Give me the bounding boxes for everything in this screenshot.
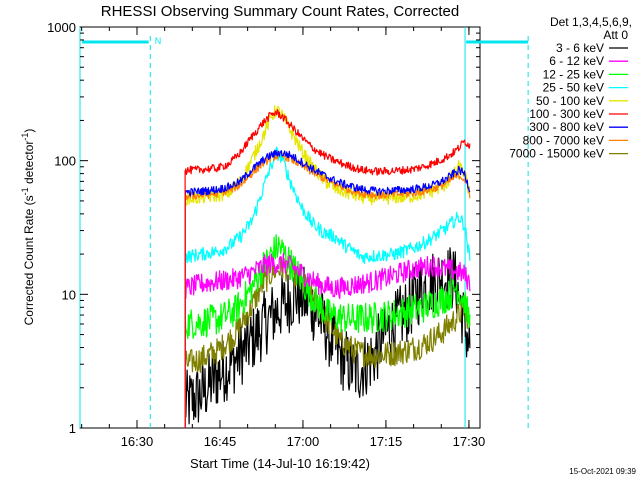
legend-label: 300 - 800 keV xyxy=(529,120,604,134)
legend-label: 50 - 100 keV xyxy=(536,94,604,108)
legend-label: 7000 - 15000 keV xyxy=(509,147,604,161)
y-axis-label: Corrected Count Rate (s-1 detector-1) xyxy=(20,129,36,326)
y-axis-label-sup2: -1 xyxy=(20,133,30,141)
legend-attenuator: Att 0 xyxy=(603,28,628,42)
legend-label: 12 - 25 keV xyxy=(543,67,604,81)
y-tick-label: 100 xyxy=(54,154,76,169)
night-marker-label: N xyxy=(155,36,162,46)
x-tick-label: 17:00 xyxy=(287,434,320,449)
x-tick-label: 16:30 xyxy=(121,434,154,449)
legend-label: 100 - 300 keV xyxy=(529,107,604,121)
y-tick-label: 1 xyxy=(69,421,76,436)
y-tick-label: 10 xyxy=(62,287,76,302)
series-line-300-800kevkev xyxy=(184,149,471,428)
x-axis-label: Start Time (14-Jul-10 16:19:42) xyxy=(190,456,370,471)
legend-label: 25 - 50 keV xyxy=(543,81,604,95)
legend-detectors: Det 1,3,4,5,6,9, xyxy=(550,15,632,29)
x-tick-label: 17:30 xyxy=(453,434,486,449)
legend-label: 800 - 7000 keV xyxy=(523,133,604,147)
plot-timestamp: 15-Oct-2021 09:39 xyxy=(569,467,636,476)
y-axis-label-mid: detector xyxy=(22,141,36,188)
series-line-7000-15000kevkev xyxy=(184,255,471,428)
y-tick-label: 1000 xyxy=(47,20,76,35)
series-line-12-25kevkev xyxy=(184,234,471,428)
chart-title: RHESSI Observing Summary Count Rates, Co… xyxy=(101,3,459,20)
plot-frame xyxy=(79,26,481,429)
series-line-25-50kevkev xyxy=(184,146,471,428)
legend-label: 6 - 12 keV xyxy=(549,54,604,68)
y-axis-label-end: ) xyxy=(22,129,36,133)
x-tick-label: 16:45 xyxy=(204,434,237,449)
series-layer xyxy=(184,105,471,428)
series-line-3-6kevkev xyxy=(184,247,471,428)
y-axis-label-main: Corrected Count Rate (s xyxy=(22,195,36,325)
x-tick-label: 17:15 xyxy=(370,434,403,449)
series-line-6-12kevkev xyxy=(184,252,471,428)
series-line-100-300kevkev xyxy=(184,108,471,428)
legend-label: 3 - 6 keV xyxy=(556,41,604,55)
y-axis-label-sup1: -1 xyxy=(20,187,30,195)
